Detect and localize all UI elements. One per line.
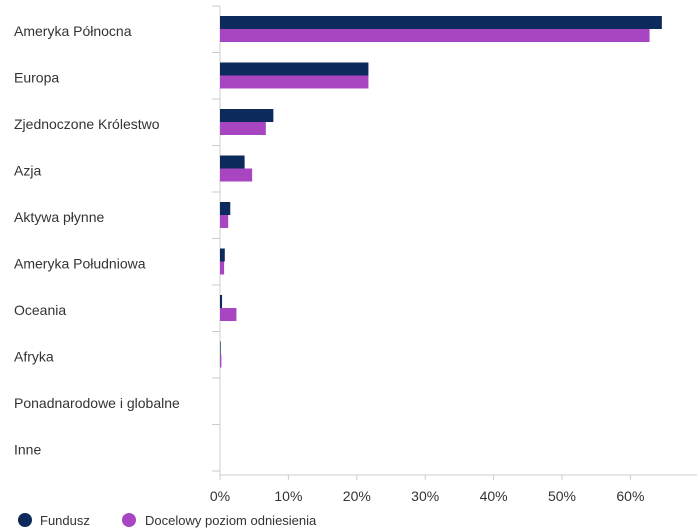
x-tick-label: 30%: [411, 488, 439, 504]
category-labels: Ameryka Północna Europa Zjednoczone Króles…: [14, 23, 180, 458]
legend-label: Docelowy poziom odniesienia: [145, 513, 317, 528]
x-tick-labels: 0% 10% 20% 30% 40% 50% 60%: [210, 488, 645, 504]
x-tick-label: 60%: [616, 488, 644, 504]
bars-layer: [220, 16, 662, 368]
legend-label: Fundusz: [40, 513, 90, 528]
bar-fundusz: [220, 16, 662, 29]
bar-benchmark: [220, 308, 237, 321]
category-label: Inne: [14, 442, 41, 458]
bar-fundusz: [220, 202, 231, 215]
category-label: Europa: [14, 70, 59, 86]
category-label: Zjednoczone Królestwo: [14, 116, 160, 132]
bar-fundusz: [220, 248, 225, 262]
bar-fundusz: [220, 155, 245, 169]
bar-benchmark: [220, 261, 225, 275]
legend: Fundusz Docelowy poziom odniesienia: [18, 513, 317, 528]
bar-benchmark: [220, 75, 369, 89]
bar-fundusz: [220, 341, 221, 355]
category-label: Ameryka Południowa: [14, 256, 146, 272]
category-label: Azja: [14, 163, 41, 179]
bar-benchmark: [220, 122, 266, 135]
x-tick-label: 50%: [548, 488, 576, 504]
legend-swatch: [18, 513, 32, 527]
bar-benchmark: [220, 29, 650, 42]
category-label: Oceania: [14, 302, 66, 318]
bar-benchmark: [220, 215, 229, 228]
legend-swatch: [122, 513, 136, 527]
bar-fundusz: [220, 295, 223, 308]
x-tick-label: 0%: [210, 488, 230, 504]
bar-benchmark: [220, 354, 222, 368]
x-tick-label: 40%: [480, 488, 508, 504]
bar-fundusz: [220, 109, 274, 122]
x-tick-label: 10%: [274, 488, 302, 504]
bar-fundusz: [220, 62, 369, 76]
category-label: Ameryka Północna: [14, 23, 132, 39]
bar-benchmark: [220, 168, 253, 182]
category-label: Ponadnarodowe i globalne: [14, 395, 180, 411]
category-label: Afryka: [14, 349, 54, 365]
category-label: Aktywa płynne: [14, 209, 104, 225]
x-tick-label: 20%: [343, 488, 371, 504]
